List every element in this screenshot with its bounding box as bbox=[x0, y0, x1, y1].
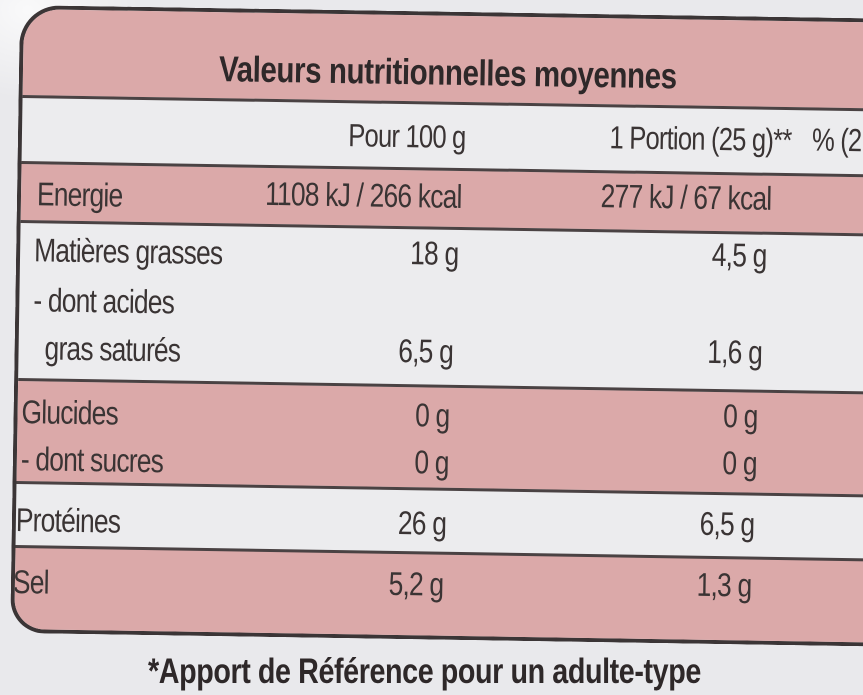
sel-per100: 5,2 g bbox=[387, 564, 444, 603]
row-label-dont-sucres: - dont sucres bbox=[20, 440, 164, 480]
matieres-portion: 4,5 g bbox=[711, 235, 767, 274]
footnote: *Apport de Référence pour un adulte-type bbox=[148, 652, 701, 691]
table-title: Valeurs nutritionnelles moyennes bbox=[218, 48, 677, 97]
row-label-gras-satures: gras saturés bbox=[44, 329, 181, 369]
row-label-proteines: Protéines bbox=[15, 501, 121, 540]
sel-portion: 1,3 g bbox=[695, 565, 752, 604]
header-per-100g: Pour 100 g bbox=[348, 117, 467, 156]
sucres-per100: 0 g bbox=[414, 443, 450, 481]
sucres-portion: 0 g bbox=[722, 444, 758, 482]
proteines-portion: 6,5 g bbox=[698, 504, 755, 543]
glucides-per100: 0 g bbox=[415, 396, 450, 434]
satures-per100: 6,5 g bbox=[397, 331, 453, 370]
header-percent: % (2 bbox=[811, 121, 862, 159]
proteines-per100: 26 g bbox=[397, 503, 447, 542]
row-label-sel: Sel bbox=[12, 562, 49, 601]
header-portion: 1 Portion (25 g)** bbox=[608, 119, 792, 159]
row-label-glucides: Glucides bbox=[21, 393, 119, 432]
row-label-matieres-grasses: Matières grasses bbox=[33, 231, 223, 272]
row-label-energie: Energie bbox=[36, 175, 123, 214]
glucides-portion: 0 g bbox=[723, 397, 758, 435]
matieres-per100: 18 g bbox=[409, 234, 459, 272]
nutrition-table: Valeurs nutritionnelles moyennes Pour 10… bbox=[10, 5, 863, 648]
energie-portion: 277 kJ / 67 kcal bbox=[600, 177, 772, 217]
satures-portion: 1,6 g bbox=[706, 332, 762, 371]
energie-per100: 1108 kJ / 266 kcal bbox=[265, 174, 463, 215]
row-label-dont-acides: - dont acides bbox=[33, 281, 175, 321]
